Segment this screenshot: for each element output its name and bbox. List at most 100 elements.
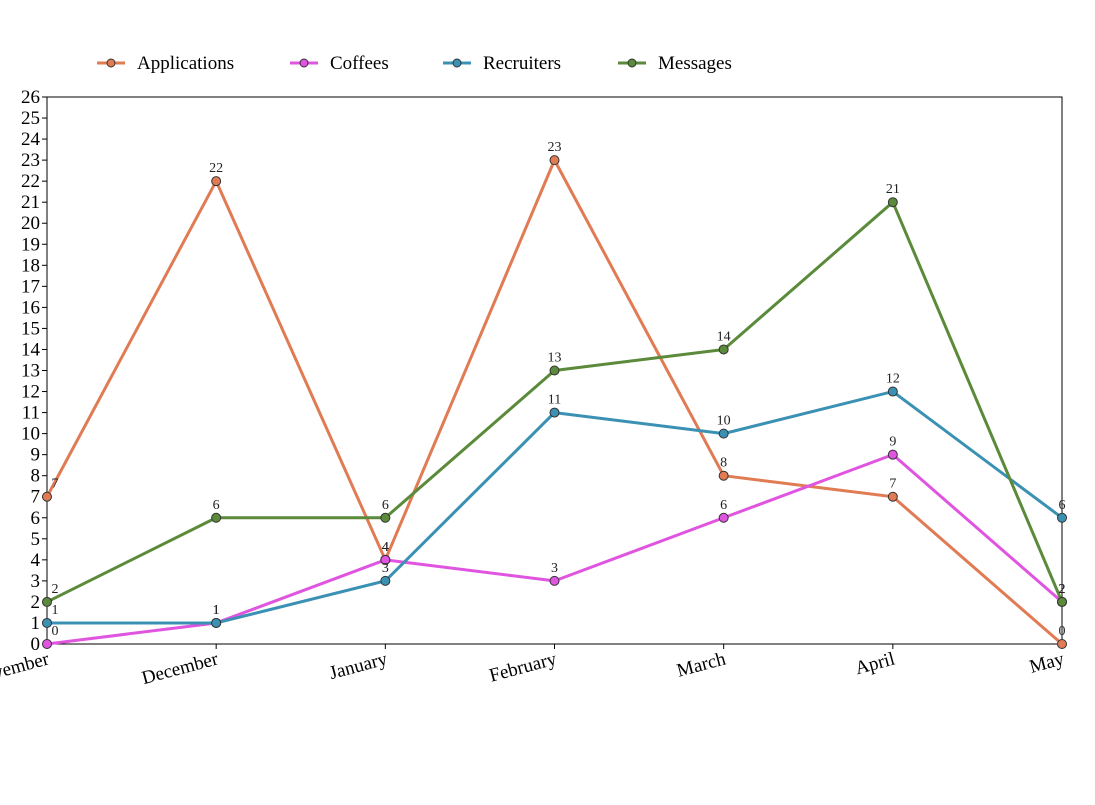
data-point-messages xyxy=(1057,596,1067,607)
data-label-coffees: 9 xyxy=(889,435,896,450)
plot-frame xyxy=(46,96,1063,645)
data-label-applications: 22 xyxy=(209,161,223,176)
data-label-applications: 7 xyxy=(52,477,59,492)
x-tick-label-march: March xyxy=(675,648,729,681)
data-point-messages xyxy=(887,197,898,208)
data-label-messages: 13 xyxy=(548,351,562,366)
data-point-applications xyxy=(1057,639,1067,649)
data-label-coffees: 6 xyxy=(720,498,727,513)
x-tick-label-january: January xyxy=(327,648,390,684)
legend-item-messages: Messages xyxy=(618,53,732,74)
data-label-recruiters: 6 xyxy=(1059,498,1066,513)
legend-item-coffees: Coffees xyxy=(290,53,389,74)
data-label-messages: 6 xyxy=(382,498,389,513)
legend-swatch-marker xyxy=(106,58,116,68)
y-tick-label: 22 xyxy=(21,171,40,192)
y-tick-label: 20 xyxy=(21,213,40,234)
data-point-messages xyxy=(549,365,560,376)
y-tick-label: 18 xyxy=(21,255,40,276)
y-tick-label: 4 xyxy=(31,550,41,571)
data-point-coffees xyxy=(42,639,52,649)
legend-swatch-marker xyxy=(627,58,637,68)
data-point-recruiters xyxy=(887,386,898,397)
legend-swatch-marker xyxy=(452,58,462,68)
series-line-coffees xyxy=(46,453,1063,646)
y-tick-label: 6 xyxy=(31,508,41,529)
y-tick-label: 2 xyxy=(31,592,41,613)
data-label-applications: 8 xyxy=(720,456,727,471)
data-label-applications: 4 xyxy=(382,540,389,555)
data-label-coffees: 4 xyxy=(382,540,389,555)
data-label-messages: 2 xyxy=(1059,582,1066,597)
data-label-coffees: 3 xyxy=(551,561,558,576)
data-point-coffees xyxy=(380,554,391,565)
data-label-messages: 14 xyxy=(717,329,731,344)
data-point-applications xyxy=(211,176,222,187)
y-tick-label: 7 xyxy=(31,487,41,508)
data-point-messages xyxy=(718,344,729,355)
data-point-messages xyxy=(211,512,222,523)
y-tick-label: 23 xyxy=(21,150,40,171)
data-point-applications xyxy=(42,491,52,502)
data-label-messages: 21 xyxy=(886,182,900,197)
data-point-recruiters xyxy=(718,428,729,439)
data-label-messages: 6 xyxy=(213,498,220,513)
data-point-applications xyxy=(887,491,898,502)
legend-item-recruiters: Recruiters xyxy=(443,53,561,74)
y-tick-label: 10 xyxy=(21,424,40,445)
data-point-recruiters xyxy=(42,617,52,628)
x-axis: November December January February March Apri… xyxy=(0,644,1067,690)
data-label-applications: 0 xyxy=(1059,624,1066,639)
y-tick-label: 9 xyxy=(31,445,41,466)
x-tick-label-may: May xyxy=(1027,648,1067,677)
data-label-applications: 23 xyxy=(548,140,562,155)
x-tick-label-april: April xyxy=(853,649,897,680)
y-tick-label: 3 xyxy=(31,571,41,592)
y-axis: 0123456789101112131415161718192021222324… xyxy=(21,87,47,655)
y-tick-label: 17 xyxy=(21,276,40,297)
data-label-coffees: 2 xyxy=(1059,582,1066,597)
data-label-recruiters: 12 xyxy=(886,372,900,387)
legend-label: Coffees xyxy=(330,53,389,74)
legend-label: Applications xyxy=(137,53,234,74)
data-point-coffees xyxy=(718,512,729,523)
data-point-coffees xyxy=(887,449,898,460)
y-tick-label: 24 xyxy=(21,129,41,150)
y-tick-label: 13 xyxy=(21,361,40,382)
y-tick-label: 1 xyxy=(31,613,41,634)
y-tick-label: 0 xyxy=(31,634,41,655)
data-label-recruiters: 1 xyxy=(52,603,59,618)
y-tick-label: 12 xyxy=(21,382,40,403)
x-tick-label-february: February xyxy=(487,648,559,686)
y-tick-label: 19 xyxy=(21,234,40,255)
series-line-recruiters xyxy=(47,390,1063,625)
data-point-messages xyxy=(42,596,52,607)
data-point-recruiters xyxy=(549,407,560,418)
y-tick-label: 5 xyxy=(31,529,41,550)
data-label-messages: 2 xyxy=(52,582,59,597)
data-label-recruiters: 11 xyxy=(548,393,561,408)
x-tick-label-december: December xyxy=(140,648,221,689)
legend-swatch-marker xyxy=(299,58,309,68)
data-label-coffees: 0 xyxy=(52,624,59,639)
legend: Applications Coffees Recruiters Messages xyxy=(97,53,732,74)
data-point-recruiters xyxy=(380,575,391,586)
x-tick-label-november: November xyxy=(0,648,52,689)
y-tick-label: 11 xyxy=(22,403,40,424)
y-tick-label: 16 xyxy=(21,297,40,318)
data-label-recruiters: 10 xyxy=(717,414,731,429)
data-label-applications: 7 xyxy=(889,477,896,492)
data-point-coffees xyxy=(549,575,560,586)
data-point-recruiters xyxy=(211,617,222,628)
data-label-recruiters: 1 xyxy=(213,603,220,618)
y-tick-label: 14 xyxy=(21,339,41,360)
data-point-messages xyxy=(380,512,391,523)
data-label-coffees: 1 xyxy=(213,603,220,618)
data-point-recruiters xyxy=(1057,512,1067,523)
y-tick-label: 26 xyxy=(21,87,40,108)
y-tick-label: 25 xyxy=(21,108,40,129)
y-tick-label: 21 xyxy=(21,192,40,213)
y-tick-label: 15 xyxy=(21,318,40,339)
legend-label: Recruiters xyxy=(483,53,561,74)
